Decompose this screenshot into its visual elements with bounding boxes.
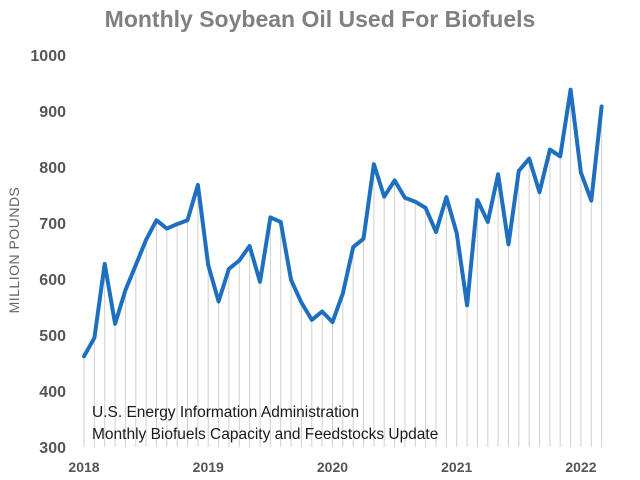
data-point xyxy=(134,263,138,267)
y-tick-label: 500 xyxy=(39,328,66,345)
data-point xyxy=(506,242,510,246)
y-tick-label: 400 xyxy=(39,384,66,401)
data-point xyxy=(424,206,428,210)
x-tick-label: 2021 xyxy=(441,459,472,475)
data-point xyxy=(206,263,210,267)
data-point xyxy=(589,199,593,203)
data-point xyxy=(196,183,200,187)
data-point xyxy=(362,237,366,241)
source-annotation: U.S. Energy Information Administration Mo… xyxy=(92,404,438,443)
data-point xyxy=(548,148,552,152)
data-point xyxy=(351,245,355,249)
x-axis-ticks: 2018 2019 2020 2021 2022 xyxy=(68,459,596,475)
data-point xyxy=(310,318,314,322)
data-point xyxy=(217,299,221,303)
data-point xyxy=(248,244,252,248)
data-point xyxy=(600,105,604,109)
x-tick-label: 2022 xyxy=(565,459,596,475)
data-point xyxy=(569,88,573,92)
data-point xyxy=(434,230,438,234)
data-point xyxy=(237,259,241,263)
data-point xyxy=(341,292,345,296)
data-point xyxy=(455,231,459,235)
data-point xyxy=(330,320,334,324)
data-point xyxy=(289,278,293,282)
data-point xyxy=(382,195,386,199)
data-point xyxy=(538,190,542,194)
series-group xyxy=(82,87,604,359)
data-point xyxy=(517,169,521,173)
x-tick-label: 2019 xyxy=(193,459,224,475)
data-point xyxy=(279,220,283,224)
x-tick-label: 2018 xyxy=(68,459,99,475)
x-tick-label: 2020 xyxy=(317,459,348,475)
data-point xyxy=(558,154,562,158)
data-point xyxy=(92,336,96,340)
data-point xyxy=(113,322,117,326)
data-point xyxy=(144,238,148,242)
data-point xyxy=(475,198,479,202)
y-axis-ticks: 300 400 500 600 700 800 900 1000 xyxy=(30,48,66,457)
data-point xyxy=(258,280,262,284)
data-point xyxy=(444,195,448,199)
data-point xyxy=(465,303,469,307)
data-point xyxy=(413,200,417,204)
y-tick-label: 900 xyxy=(39,104,66,121)
data-point xyxy=(403,196,407,200)
annotation-line: Monthly Biofuels Capacity and Feedstocks… xyxy=(92,426,438,443)
y-tick-label: 600 xyxy=(39,272,66,289)
data-point xyxy=(268,215,272,219)
data-point xyxy=(103,262,107,266)
data-point xyxy=(227,267,231,271)
data-point xyxy=(299,301,303,305)
data-point xyxy=(165,227,169,231)
y-tick-label: 700 xyxy=(39,216,66,233)
data-point xyxy=(320,309,324,313)
y-tick-label: 1000 xyxy=(30,48,66,65)
data-point xyxy=(186,218,190,222)
data-point xyxy=(372,162,376,166)
y-tick-label: 300 xyxy=(39,440,66,457)
data-point xyxy=(82,354,86,358)
data-point xyxy=(175,222,179,226)
annotation-line: U.S. Energy Information Administration xyxy=(92,404,359,421)
data-point xyxy=(496,172,500,176)
y-tick-label: 800 xyxy=(39,160,66,177)
data-point xyxy=(154,218,158,222)
vertical-grid xyxy=(83,89,603,447)
data-point xyxy=(123,288,127,292)
data-point xyxy=(527,157,531,161)
data-point xyxy=(393,178,397,182)
chart-title: Monthly Soybean Oil Used For Biofuels xyxy=(104,6,536,32)
data-point xyxy=(579,171,583,175)
data-point xyxy=(486,220,490,224)
